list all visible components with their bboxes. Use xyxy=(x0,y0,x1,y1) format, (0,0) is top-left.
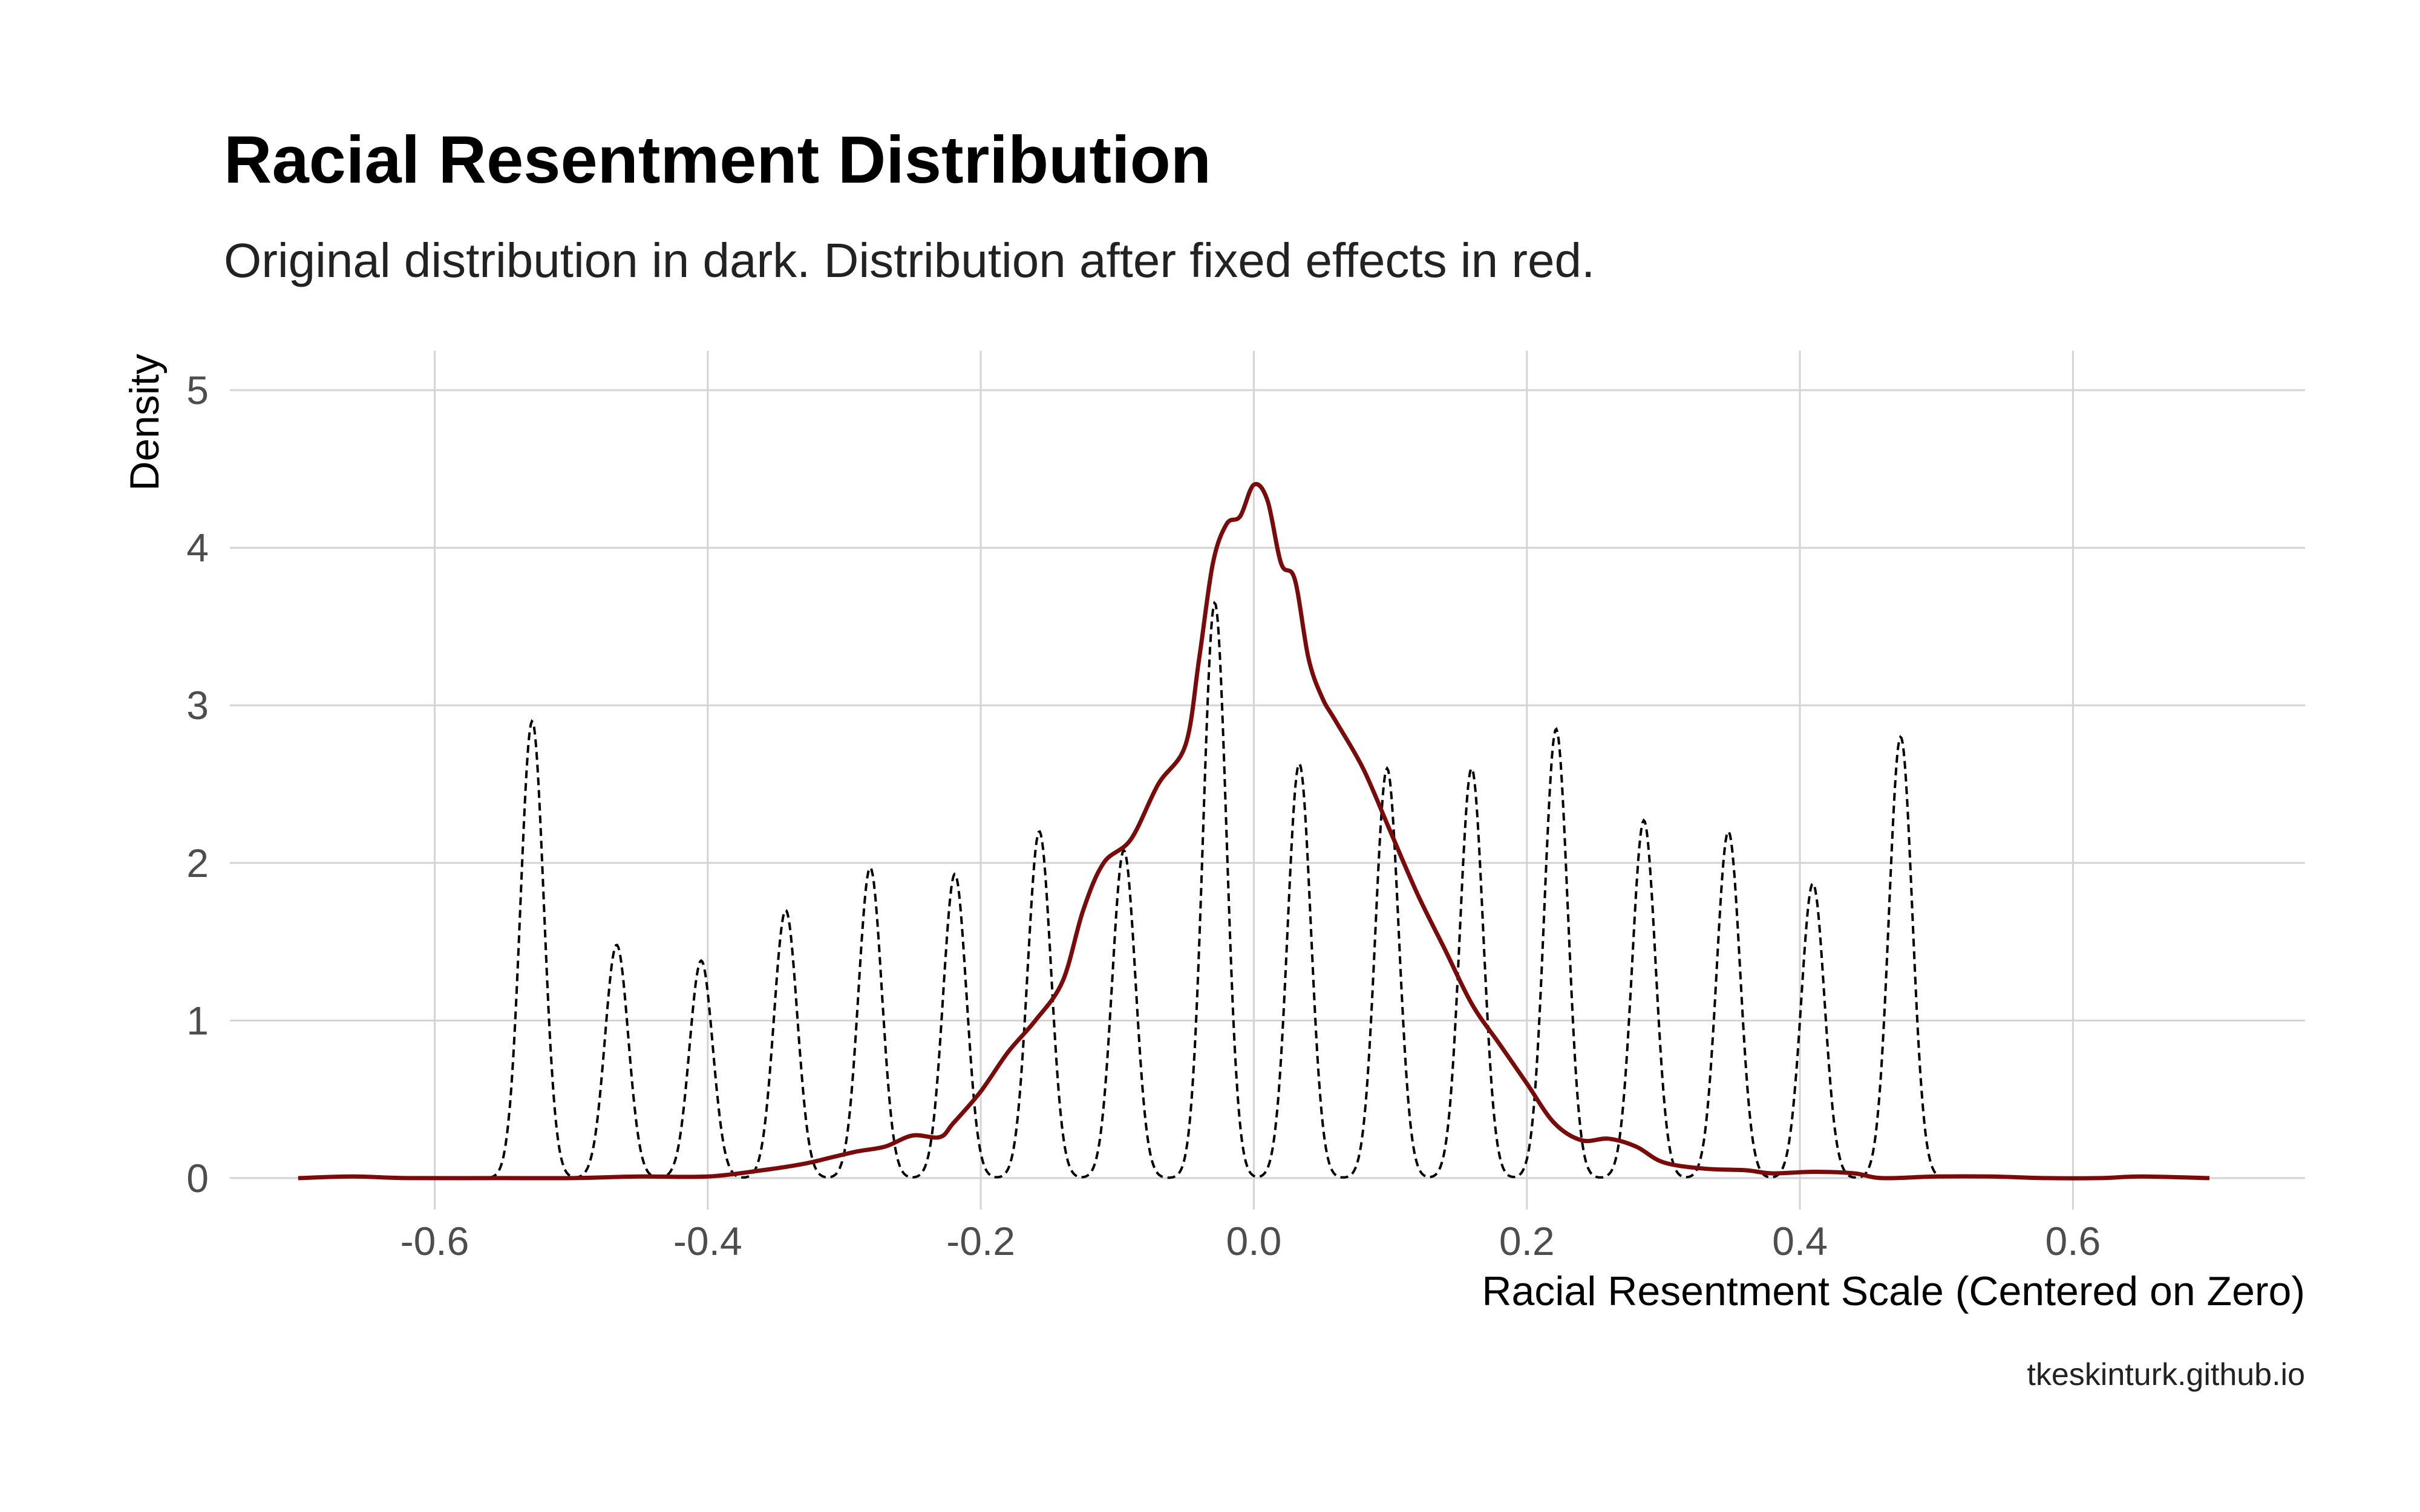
y-tick-label: 2 xyxy=(186,841,209,885)
y-tick-label: 5 xyxy=(186,368,209,412)
x-tick-label: 0.2 xyxy=(1499,1219,1555,1263)
y-axis-label: Density xyxy=(122,354,168,491)
chart-caption: tkeskinturk.github.io xyxy=(2027,1357,2305,1392)
x-tick-label: 0.4 xyxy=(1772,1219,1828,1263)
x-tick-labels: -0.6 -0.4 -0.2 0.0 0.2 0.4 0.6 xyxy=(401,1219,2101,1263)
y-tick-labels: 0 1 2 3 4 5 xyxy=(186,368,209,1201)
original-distribution-line xyxy=(489,601,1943,1179)
y-tick-label: 1 xyxy=(186,998,209,1043)
y-tick-label: 0 xyxy=(186,1156,209,1201)
y-tick-label: 3 xyxy=(186,683,209,728)
x-tick-label: 0.6 xyxy=(2046,1219,2101,1263)
series-lines xyxy=(298,481,2210,1181)
chart-title: Racial Resentment Distribution xyxy=(224,123,1211,197)
x-tick-label: 0.0 xyxy=(1226,1219,1282,1263)
chart-subtitle: Original distribution in dark. Distribut… xyxy=(224,233,1595,287)
fixed-effects-distribution-line xyxy=(298,481,2210,1181)
x-tick-label: -0.4 xyxy=(673,1219,742,1263)
gridlines xyxy=(230,351,2305,1210)
x-axis-label: Racial Resentment Scale (Centered on Zer… xyxy=(1482,1268,2305,1314)
y-tick-label: 4 xyxy=(186,526,209,570)
x-tick-label: -0.6 xyxy=(401,1219,469,1263)
x-tick-label: -0.2 xyxy=(946,1219,1015,1263)
